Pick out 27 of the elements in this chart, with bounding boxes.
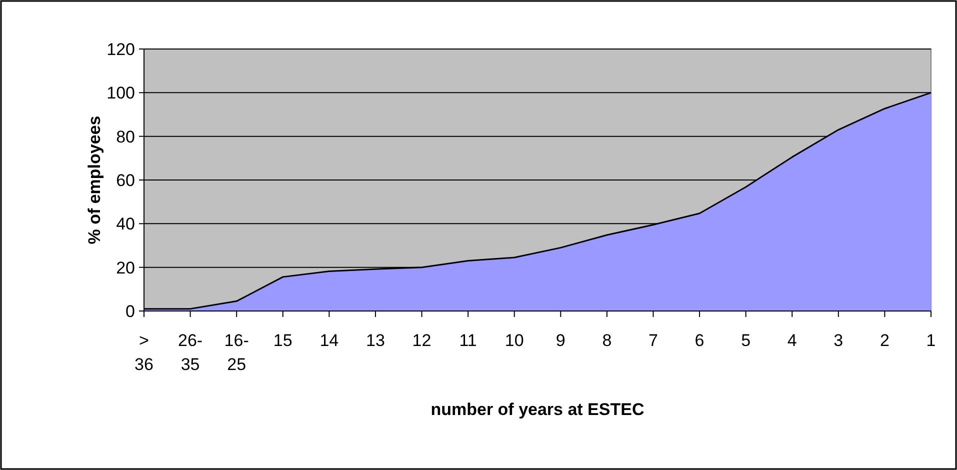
x-tick-label: 5 <box>741 331 751 350</box>
x-tick-label: 4 <box>787 331 797 350</box>
x-tick-label: 1 <box>926 331 936 350</box>
x-tick-label: 9 <box>556 331 566 350</box>
x-tick-label: 14 <box>320 331 339 350</box>
x-tick-label: 15 <box>273 331 292 350</box>
y-tick-label: 80 <box>116 127 135 146</box>
y-axis-title: % of employees <box>85 116 104 244</box>
x-tick-label: 16-25 <box>224 331 249 374</box>
x-tick-label: 26-35 <box>178 331 203 374</box>
x-tick-label: 3 <box>834 331 844 350</box>
x-tick-label: 10 <box>504 331 524 350</box>
x-tick-label: 6 <box>694 331 704 350</box>
y-tick-label: 120 <box>106 40 135 59</box>
y-tick-label: 60 <box>116 170 135 190</box>
x-axis-title: number of years at ESTEC <box>430 400 644 419</box>
x-tick-label: > 36 <box>134 331 154 374</box>
y-tick-label: 40 <box>116 214 135 234</box>
x-tick-label: 13 <box>366 331 385 350</box>
x-tick-label: 11 <box>459 331 477 350</box>
y-tick-label: 0 <box>126 302 135 321</box>
x-tick-label: 12 <box>412 331 432 350</box>
x-tick-label: 2 <box>880 331 890 350</box>
x-tick-label: 8 <box>602 331 612 350</box>
y-tick-label: 20 <box>116 258 135 278</box>
y-tick-label: 100 <box>106 84 135 103</box>
x-tick-label: 7 <box>648 331 658 350</box>
